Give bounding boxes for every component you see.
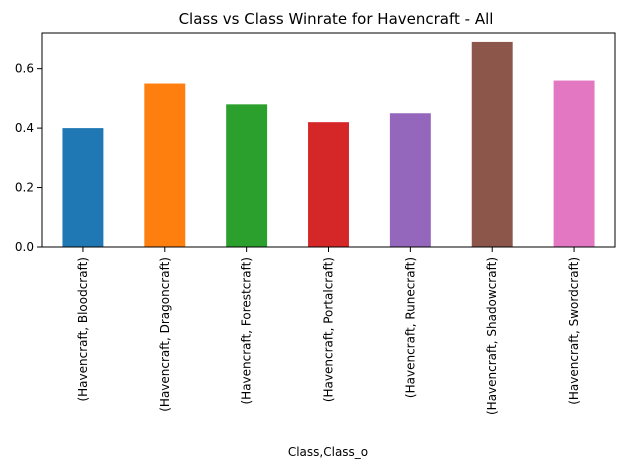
bars-group	[62, 41, 595, 247]
y-tick-label: 0.6	[15, 62, 34, 76]
bar-0	[62, 128, 104, 247]
x-tick-label: (Havencraft, Swordcraft)	[567, 257, 581, 405]
x-tick-label: (Havencraft, Forestcraft)	[240, 257, 254, 405]
plot-frame	[41, 32, 616, 248]
chart-title: Class vs Class Winrate for Havencraft - …	[179, 10, 494, 28]
x-tick-label: (Havencraft, Dragoncraft)	[158, 257, 172, 412]
bar-5	[471, 41, 513, 247]
y-tick-label: 0.2	[15, 181, 34, 195]
x-tick-label: (Havencraft, Runecraft)	[403, 257, 417, 398]
bar-3	[308, 122, 349, 247]
bar-1	[144, 83, 186, 247]
y-tick-label: 0.4	[15, 121, 34, 135]
x-axis: (Havencraft, Bloodcraft) (Havencraft, Dra…	[76, 247, 581, 415]
x-tick-label: (Havencraft, Shadowcraft)	[485, 257, 499, 415]
y-axis: 0.0 0.2 0.4 0.6	[15, 62, 42, 254]
bar-4	[389, 113, 431, 247]
bar-6	[553, 80, 595, 247]
bar-2	[226, 104, 268, 247]
y-tick-label: 0.0	[15, 240, 34, 254]
x-tick-label: (Havencraft, Portalcraft)	[322, 257, 336, 402]
x-tick-label: (Havencraft, Bloodcraft)	[76, 257, 90, 402]
x-axis-label: Class,Class_o	[288, 445, 368, 459]
